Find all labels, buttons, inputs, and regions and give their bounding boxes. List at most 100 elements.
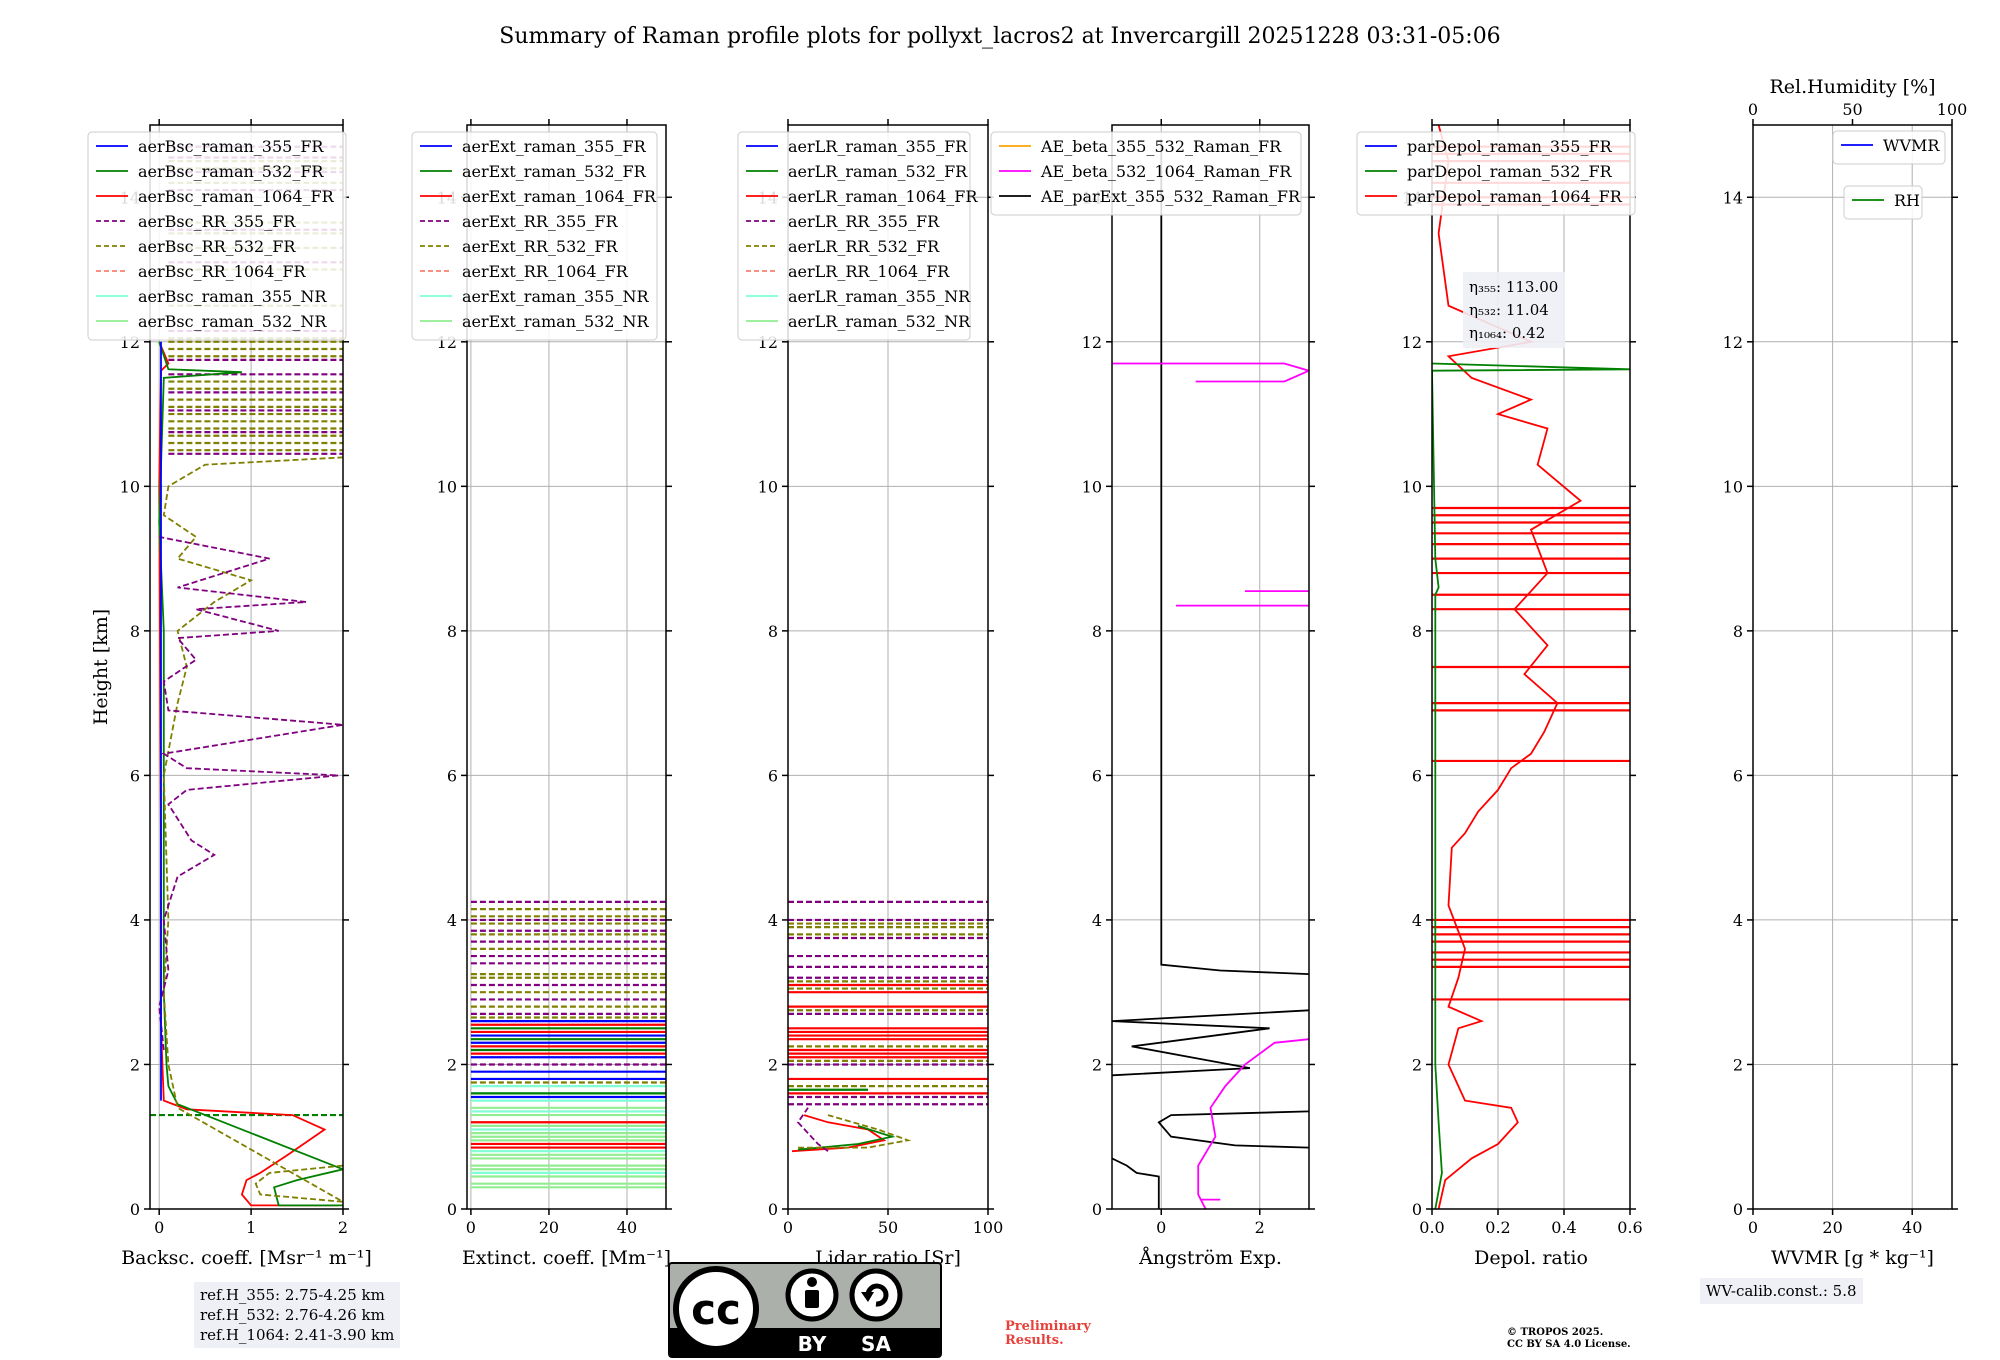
axes-frame-dep [1431,124,1631,1210]
panel-dep: 0.00.20.40.602468101214Depol. ratioparDe… [1356,119,1643,1269]
series-aerBsc_raman_1064_FR [158,341,339,1207]
series-AE_beta_532_1064_Raman_FR [1197,1038,1309,1209]
y-tick-label: 2 [1412,1055,1422,1074]
legend-label: aerLR_raman_355_NR [788,287,971,306]
preliminary-line-1: Preliminary [1005,1319,1091,1334]
copyright-line-1: © TROPOS 2025. [1507,1327,1604,1338]
series-parDepol_raman_532_FR [1432,362,1630,1209]
legend-label: aerExt_raman_532_FR [462,162,647,181]
x-axis-label: Ångström Exp. [1138,1247,1282,1269]
y-tick-label: 8 [1412,622,1422,641]
x-tick-label: 0 [1748,1218,1758,1237]
legend-label: aerBsc_RR_1064_FR [138,262,307,281]
legend-label: aerExt_raman_355_NR [462,287,650,306]
series-aerBsc_raman_532_FR [158,341,343,1207]
legend-label: AE_beta_355_532_Raman_FR [1040,137,1282,156]
y-tick-label: 0 [1412,1200,1422,1219]
legend-label: aerBsc_RR_355_FR [138,212,296,231]
legend-dep: parDepol_raman_355_FR parDepol_raman_532_… [1356,131,1636,216]
y-tick-label: 8 [130,622,140,641]
legend-label: aerLR_raman_355_FR [788,137,968,156]
legend-label: AE_parExt_355_532_Raman_FR [1040,187,1301,206]
series-aerLR_RR_355_FR [796,1107,829,1152]
legend-frame [411,131,658,341]
axes-frame-bsc [149,124,344,1210]
legend-label: aerLR_RR_532_FR [788,237,940,256]
legend-ext: aerExt_raman_355_FR aerExt_raman_532_FRae… [411,131,658,341]
copyright-note: © TROPOS 2025. CC BY SA 4.0 License. [1507,1327,1631,1351]
ref-height-355: ref.H_355: 2.75-4.25 km [200,1286,385,1304]
y-tick-label: 6 [130,766,140,785]
legend-label: aerExt_RR_355_FR [462,212,619,231]
x-tick-label: 20 [539,1218,559,1237]
legend-label: aerBsc_raman_355_NR [138,287,327,306]
figure-title: Summary of Raman profile plots for polly… [499,24,1500,49]
ref-height-1064: ref.H_1064: 2.41-3.90 km [200,1326,395,1344]
axes-frame-ext [466,124,667,1210]
y-tick-label: 12 [1723,333,1743,352]
cc-by-sa-badge: cc BY SA [668,1262,942,1358]
y-tick-label: 0 [1733,1200,1743,1219]
legend-lr: aerLR_raman_355_FR aerLR_raman_532_FR aerL… [737,131,978,341]
y-tick-label: 10 [1723,477,1743,496]
x-tick-label: 0.0 [1419,1218,1444,1237]
y-tick-label: 2 [1733,1055,1743,1074]
panel-ext: 0204002468101214Extinct. coeff. [Mm⁻¹]ae… [411,119,672,1269]
x-tick-label: 0 [466,1218,476,1237]
x-tick-label: 2 [338,1218,348,1237]
y-tick-label: 2 [1092,1055,1102,1074]
legend-label: AE_beta_532_1064_Raman_FR [1040,162,1292,181]
y-tick-label: 10 [758,477,778,496]
x-axis-label: Backsc. coeff. [Msr⁻¹ m⁻¹] [121,1247,372,1269]
series-AE_beta_532_1064_Raman_FR_e [1112,362,1309,383]
x-tick-label: 2 [1255,1218,1265,1237]
x-tick-label: 100 [973,1218,1004,1237]
x-axis-label: WVMR [g * kg⁻¹] [1771,1247,1934,1269]
y-tick-label: 6 [1412,766,1422,785]
y-tick-label: 8 [768,622,778,641]
legend-label: aerLR_raman_532_NR [788,312,971,331]
y-tick-label: 0 [768,1200,778,1219]
y-tick-label: 2 [768,1055,778,1074]
y-tick-label: 0 [130,1200,140,1219]
legend-frame [1832,130,1946,165]
y-tick-label: 4 [1733,911,1743,930]
preliminary-line-2: Results. [1005,1333,1064,1348]
series-parDepol_raman_1064_FR [1437,125,1583,1209]
legend-label: aerBsc_raman_1064_FR [138,187,335,206]
x-tick-label: 0.2 [1485,1218,1510,1237]
legend-frame [87,131,347,341]
y-tick-label: 4 [1092,911,1102,930]
legend-label: aerLR_raman_532_FR [788,162,968,181]
legend-label: aerExt_raman_1064_FR [462,187,657,206]
legend-label: parDepol_raman_355_FR [1407,137,1613,156]
top-tick-label: 50 [1842,100,1862,119]
plot-area-ae [1112,139,1309,1209]
sa-share-icon [849,1268,903,1322]
x-axis-label: Depol. ratio [1474,1247,1588,1269]
eta-box [1463,272,1565,348]
top-tick-label: 0 [1748,100,1758,119]
legend-label: WVMR [1883,136,1940,155]
cc-icon: cc [691,1285,741,1334]
y-tick-label: 4 [130,911,140,930]
legend-label: RH [1894,191,1920,210]
legend-label: aerExt_raman_532_NR [462,312,650,331]
legend-frame [990,131,1302,216]
series-AE_parExt_355_532_Raman_FR_c [1112,1009,1309,1077]
eta-value: η₃₅₅: 113.00 [1469,278,1558,296]
series-AE_parExt_355_532_Raman_FR_b [1157,1110,1309,1149]
legend-frame [737,131,971,341]
by-label: BY [798,1332,827,1356]
legend-frame [1356,131,1636,216]
y-tick-label: 10 [437,477,457,496]
series-AE_parExt_355_532_Raman_FR_d [1160,139,1309,975]
ref-height-532: ref.H_532: 2.76-4.26 km [200,1306,385,1324]
y-tick-label: 4 [1412,911,1422,930]
y-tick-label: 10 [1402,477,1422,496]
legend-label: aerBsc_raman_355_FR [138,137,324,156]
y-tick-label: 14 [1723,188,1743,207]
copyright-line-2: CC BY SA 4.0 License. [1507,1339,1631,1350]
legend-frame [1843,185,1923,220]
y-tick-label: 12 [1402,333,1422,352]
